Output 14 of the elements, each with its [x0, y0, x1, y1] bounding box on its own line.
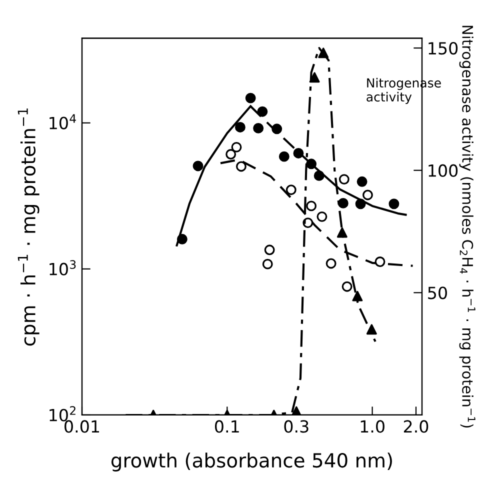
x-axis-title: growth (absorbance 540 nm)	[111, 452, 392, 472]
x-tick-label: 0.1	[214, 420, 239, 433]
x-tick-label: 2.0	[404, 420, 428, 433]
y2-tick-label: 150	[428, 42, 458, 55]
y-tick-label: 10$^{2}$	[50, 406, 76, 422]
y-tick-label: 10$^{4}$	[50, 114, 76, 130]
x-tick-label: 0.3	[284, 420, 308, 433]
x-tick-label: 0.01	[64, 420, 100, 433]
y2-tick-label: 50	[428, 286, 447, 300]
y-tick-label: 10$^{3}$	[50, 260, 76, 276]
y-axis-title: cpm · h$^{−1}$ · mg protein$^{−1}$	[18, 108, 40, 346]
y2-tick-label: 100	[428, 164, 458, 177]
x-tick-label: 1.0	[360, 420, 384, 433]
text: Nitrogenase activity (nmoles C$_{2}$H$_{4}$ · h$^{−1}$ · mg protein$^{−1}$)	[459, 26, 476, 428]
